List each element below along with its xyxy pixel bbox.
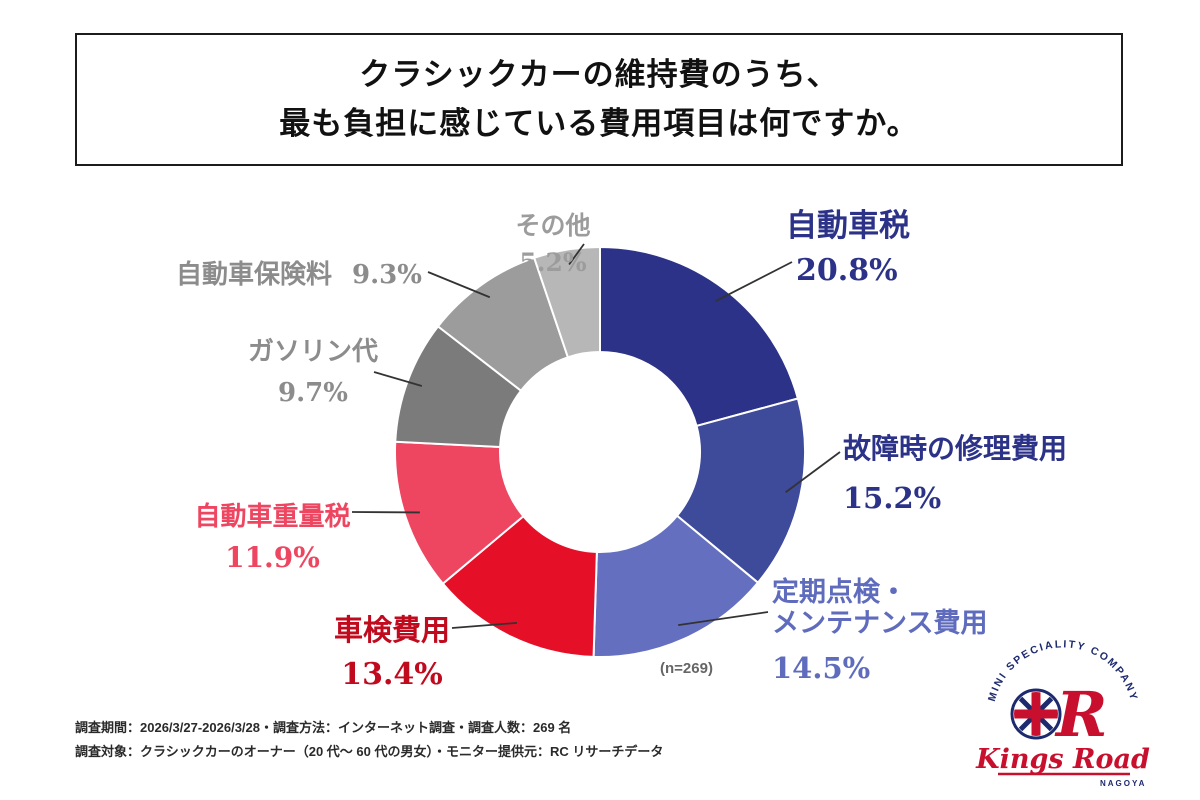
- label-repair-cost: 故障時の修理費用 15.2%: [843, 427, 1067, 515]
- label-gasoline-pct: 9.7%: [278, 378, 348, 408]
- leader-line-1: [785, 451, 841, 494]
- label-weight-tax: 自動車重量税 11.9%: [185, 496, 360, 574]
- leader-line-6: [427, 271, 491, 299]
- donut-segment-1: [675, 397, 806, 585]
- label-insurance: 自動車保険料 9.3%: [176, 254, 422, 291]
- title-box: クラシックカーの維持費のうち、 最も負担に感じている費用項目は何ですか。: [75, 33, 1123, 166]
- label-insurance-name: 自動車保険料: [176, 260, 333, 290]
- survey-footnote-line2: 調査対象：クラシックカーのオーナー（20 代〜 60 代の男女）・モニター提供元…: [75, 744, 664, 760]
- sample-size-note: (n=269): [660, 660, 713, 677]
- label-other: その他 5.2%: [510, 206, 596, 277]
- label-car-tax: 自動車税 20.8%: [786, 200, 910, 288]
- label-car-tax-pct: 20.8%: [796, 253, 898, 288]
- label-gasoline: ガソリン代 9.7%: [243, 331, 383, 408]
- page-title-line1: クラシックカーの維持費のうち、: [359, 57, 839, 94]
- label-inspection-pct: 13.4%: [341, 657, 443, 692]
- survey-footnote-line1: 調査期間：2026/3/27-2026/3/28・調査方法：インターネット調査・…: [75, 720, 572, 735]
- label-inspection: 車検費用 13.4%: [322, 607, 462, 692]
- label-maintenance-name-line2: メンテナンス費用: [772, 608, 988, 640]
- leader-line-7: [568, 243, 585, 266]
- logo-sub-text: NAGOYA: [1100, 779, 1146, 788]
- leader-line-3: [451, 621, 518, 629]
- label-other-name: その他: [515, 211, 591, 240]
- label-weight-tax-pct: 11.9%: [225, 541, 320, 574]
- logo-r-monogram-icon: R: [1054, 678, 1108, 751]
- label-inspection-name: 車検費用: [333, 613, 450, 647]
- label-insurance-pct: 9.3%: [352, 260, 422, 290]
- label-repair-cost-pct: 15.2%: [843, 481, 942, 515]
- leader-line-0: [715, 261, 793, 302]
- survey-footnote: 調査期間：2026/3/27-2026/3/28・調査方法：インターネット調査・…: [75, 716, 663, 764]
- label-weight-tax-name: 自動車重量税: [194, 502, 351, 532]
- union-jack-roundel-icon: [1010, 688, 1062, 740]
- label-gasoline-name: ガソリン代: [247, 337, 378, 367]
- leader-line-2: [678, 611, 769, 627]
- leader-line-5: [373, 371, 423, 387]
- label-car-tax-name: 自動車税: [786, 208, 910, 244]
- kings-road-logo: MINI SPECIALITY COMPANY R Kings Road NAG…: [975, 638, 1150, 788]
- label-repair-cost-name: 故障時の修理費用: [843, 432, 1068, 465]
- donut-segment-7: [532, 245, 601, 359]
- label-maintenance-name-line1: 定期点検・: [772, 577, 907, 608]
- label-maintenance-pct: 14.5%: [772, 651, 871, 686]
- donut-segment-0: [599, 245, 800, 428]
- label-maintenance: 定期点検・ メンテナンス費用 14.5%: [772, 577, 987, 685]
- logo-brand-text: Kings Road: [975, 744, 1150, 775]
- label-other-pct: 5.2%: [519, 248, 587, 277]
- page-title-line2: 最も負担に感じている費用項目は何ですか。: [279, 105, 919, 142]
